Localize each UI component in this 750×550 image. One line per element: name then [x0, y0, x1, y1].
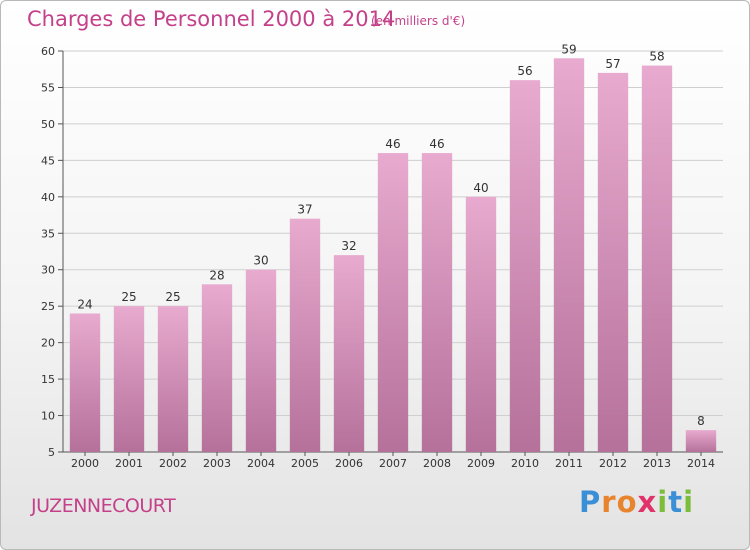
x-tick-labels: 2000 2001 2002 2003 2004 2005 2006 2007 2008 2009… [71, 457, 715, 470]
bar-value-label: 28 [209, 268, 224, 282]
x-tick-label: 2012 [599, 457, 627, 470]
x-tick-label: 2009 [467, 457, 495, 470]
y-tick-label: 50 [41, 118, 55, 131]
bar-value-label: 24 [77, 297, 92, 311]
bar-value-label: 58 [649, 50, 664, 64]
bar [553, 58, 585, 453]
x-tick-label: 2003 [203, 457, 231, 470]
bar [157, 306, 189, 452]
x-tick-label: 2014 [687, 457, 715, 470]
bar-value-label: 32 [341, 239, 356, 253]
bar [245, 269, 277, 452]
logo-letter: t [668, 485, 684, 519]
y-tick-label: 30 [41, 264, 55, 277]
y-tick-label: 25 [41, 300, 55, 313]
bar [113, 306, 145, 452]
data-labels: 24 25 25 28 30 37 32 46 46 40 56 59 57 58 8 [77, 42, 704, 428]
bar-value-label: 46 [429, 137, 444, 151]
chart-subtitle: (en milliers d'€) [371, 14, 466, 28]
bar [421, 153, 453, 452]
bar [289, 218, 321, 452]
logo-letter: P [579, 485, 602, 519]
logo-letter: x [637, 485, 658, 519]
y-tick-label: 35 [41, 227, 55, 240]
logo-letter: i [683, 485, 695, 519]
y-tick-label: 45 [41, 154, 55, 167]
bar [465, 196, 497, 452]
x-tick-label: 2010 [511, 457, 539, 470]
y-tick-label: 55 [41, 81, 55, 94]
chart-title: Charges de Personnel 2000 à 2014 [27, 7, 396, 31]
bar-value-label: 40 [473, 181, 488, 195]
x-tick-label: 2001 [115, 457, 143, 470]
bars [69, 58, 717, 453]
bar-value-label: 59 [561, 42, 576, 56]
bar-value-label: 46 [385, 137, 400, 151]
x-tick-label: 2004 [247, 457, 275, 470]
x-tick-label: 2013 [643, 457, 671, 470]
bar-value-label: 25 [165, 290, 180, 304]
y-tick-label: 10 [41, 410, 55, 423]
y-tick-label: 40 [41, 191, 55, 204]
logo-letter: o [616, 485, 638, 519]
logo-letter: i [657, 485, 669, 519]
bar [685, 430, 717, 452]
logo-letter: r [601, 485, 617, 519]
bar [377, 153, 409, 452]
x-tick-label: 2006 [335, 457, 363, 470]
bar [641, 65, 673, 452]
bar-value-label: 30 [253, 254, 268, 268]
bar-value-label: 57 [605, 57, 620, 71]
bar [201, 284, 233, 452]
y-tick-label: 60 [41, 45, 55, 58]
bar [597, 72, 629, 452]
bar-value-label: 37 [297, 203, 312, 217]
x-tick-label: 2002 [159, 457, 187, 470]
y-tick-labels: 5 10 15 20 25 30 35 40 45 50 55 60 [41, 45, 55, 459]
x-tick-label: 2011 [555, 457, 583, 470]
y-tick-label: 5 [48, 446, 55, 459]
x-tick-label: 2000 [71, 457, 99, 470]
x-tick-label: 2005 [291, 457, 319, 470]
x-tick-label: 2008 [423, 457, 451, 470]
bar-value-label: 8 [697, 414, 705, 428]
bar-value-label: 25 [121, 290, 136, 304]
y-tick-label: 15 [41, 373, 55, 386]
bar [509, 80, 541, 452]
y-tick-label: 20 [41, 337, 55, 350]
commune-name: JUZENNECOURT [31, 495, 176, 517]
bar [333, 255, 365, 452]
bar [69, 313, 101, 452]
proxiti-logo[interactable]: Proxiti [579, 485, 694, 519]
bar-value-label: 56 [517, 64, 532, 78]
x-tick-label: 2007 [379, 457, 407, 470]
